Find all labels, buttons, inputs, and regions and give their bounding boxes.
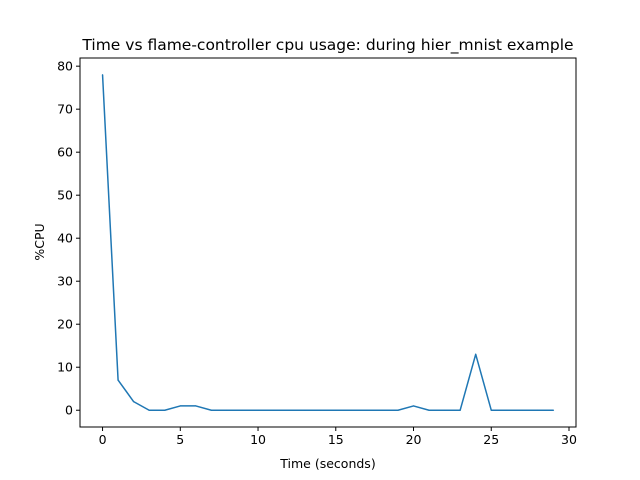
data-point	[397, 409, 399, 411]
data-point	[241, 409, 244, 411]
x-tick-label: 5	[176, 432, 184, 447]
data-point	[381, 409, 384, 411]
x-tick-label: 0	[99, 432, 107, 447]
data-point	[521, 409, 523, 411]
data-point	[148, 409, 150, 411]
x-axis-label: Time (seconds)	[279, 456, 375, 471]
data-point	[335, 409, 337, 411]
x-axis-ticks: 0 5 10 15 20 25 30	[99, 427, 577, 447]
x-tick-label: 25	[483, 432, 499, 447]
data-point	[288, 409, 290, 411]
data-point	[210, 409, 212, 411]
data-point	[272, 409, 275, 411]
y-tick-label: 30	[57, 274, 73, 289]
data-point	[319, 409, 321, 411]
data-point	[350, 409, 352, 411]
y-axis-ticks: 0 10 20 30 40 50 60 70 80	[57, 59, 80, 418]
data-point	[412, 405, 415, 407]
plot-lines	[101, 74, 555, 411]
data-point	[117, 379, 119, 381]
y-axis-label: %CPU	[32, 223, 47, 260]
y-tick-label: 20	[57, 317, 73, 332]
x-tick-label: 15	[328, 432, 344, 447]
data-point	[490, 409, 492, 411]
data-point	[537, 409, 539, 411]
data-point	[101, 74, 104, 76]
data-point	[179, 405, 181, 407]
data-point	[459, 409, 461, 411]
data-point	[164, 409, 166, 411]
data-point	[304, 409, 306, 411]
y-tick-label: 0	[65, 403, 73, 418]
series-line	[101, 74, 554, 411]
y-tick-label: 50	[57, 188, 73, 203]
data-point	[195, 405, 197, 407]
plot-frame	[79, 57, 577, 428]
chart-title: Time vs flame-controller cpu usage: duri…	[81, 36, 573, 55]
x-tick-label: 10	[250, 432, 266, 447]
x-tick-label: 20	[406, 432, 422, 447]
data-point	[444, 409, 446, 411]
y-tick-label: 80	[57, 59, 73, 74]
data-point	[552, 409, 555, 411]
x-tick-label: 30	[561, 432, 577, 447]
data-point	[428, 409, 430, 411]
y-tick-label: 70	[57, 102, 73, 117]
y-tick-label: 60	[57, 145, 73, 160]
data-point	[475, 353, 477, 355]
data-point	[257, 409, 259, 411]
data-point	[506, 409, 508, 411]
y-tick-label: 40	[57, 231, 73, 246]
data-point	[133, 401, 135, 403]
data-point	[366, 409, 368, 411]
data-point	[226, 409, 228, 411]
y-tick-label: 10	[57, 360, 73, 375]
